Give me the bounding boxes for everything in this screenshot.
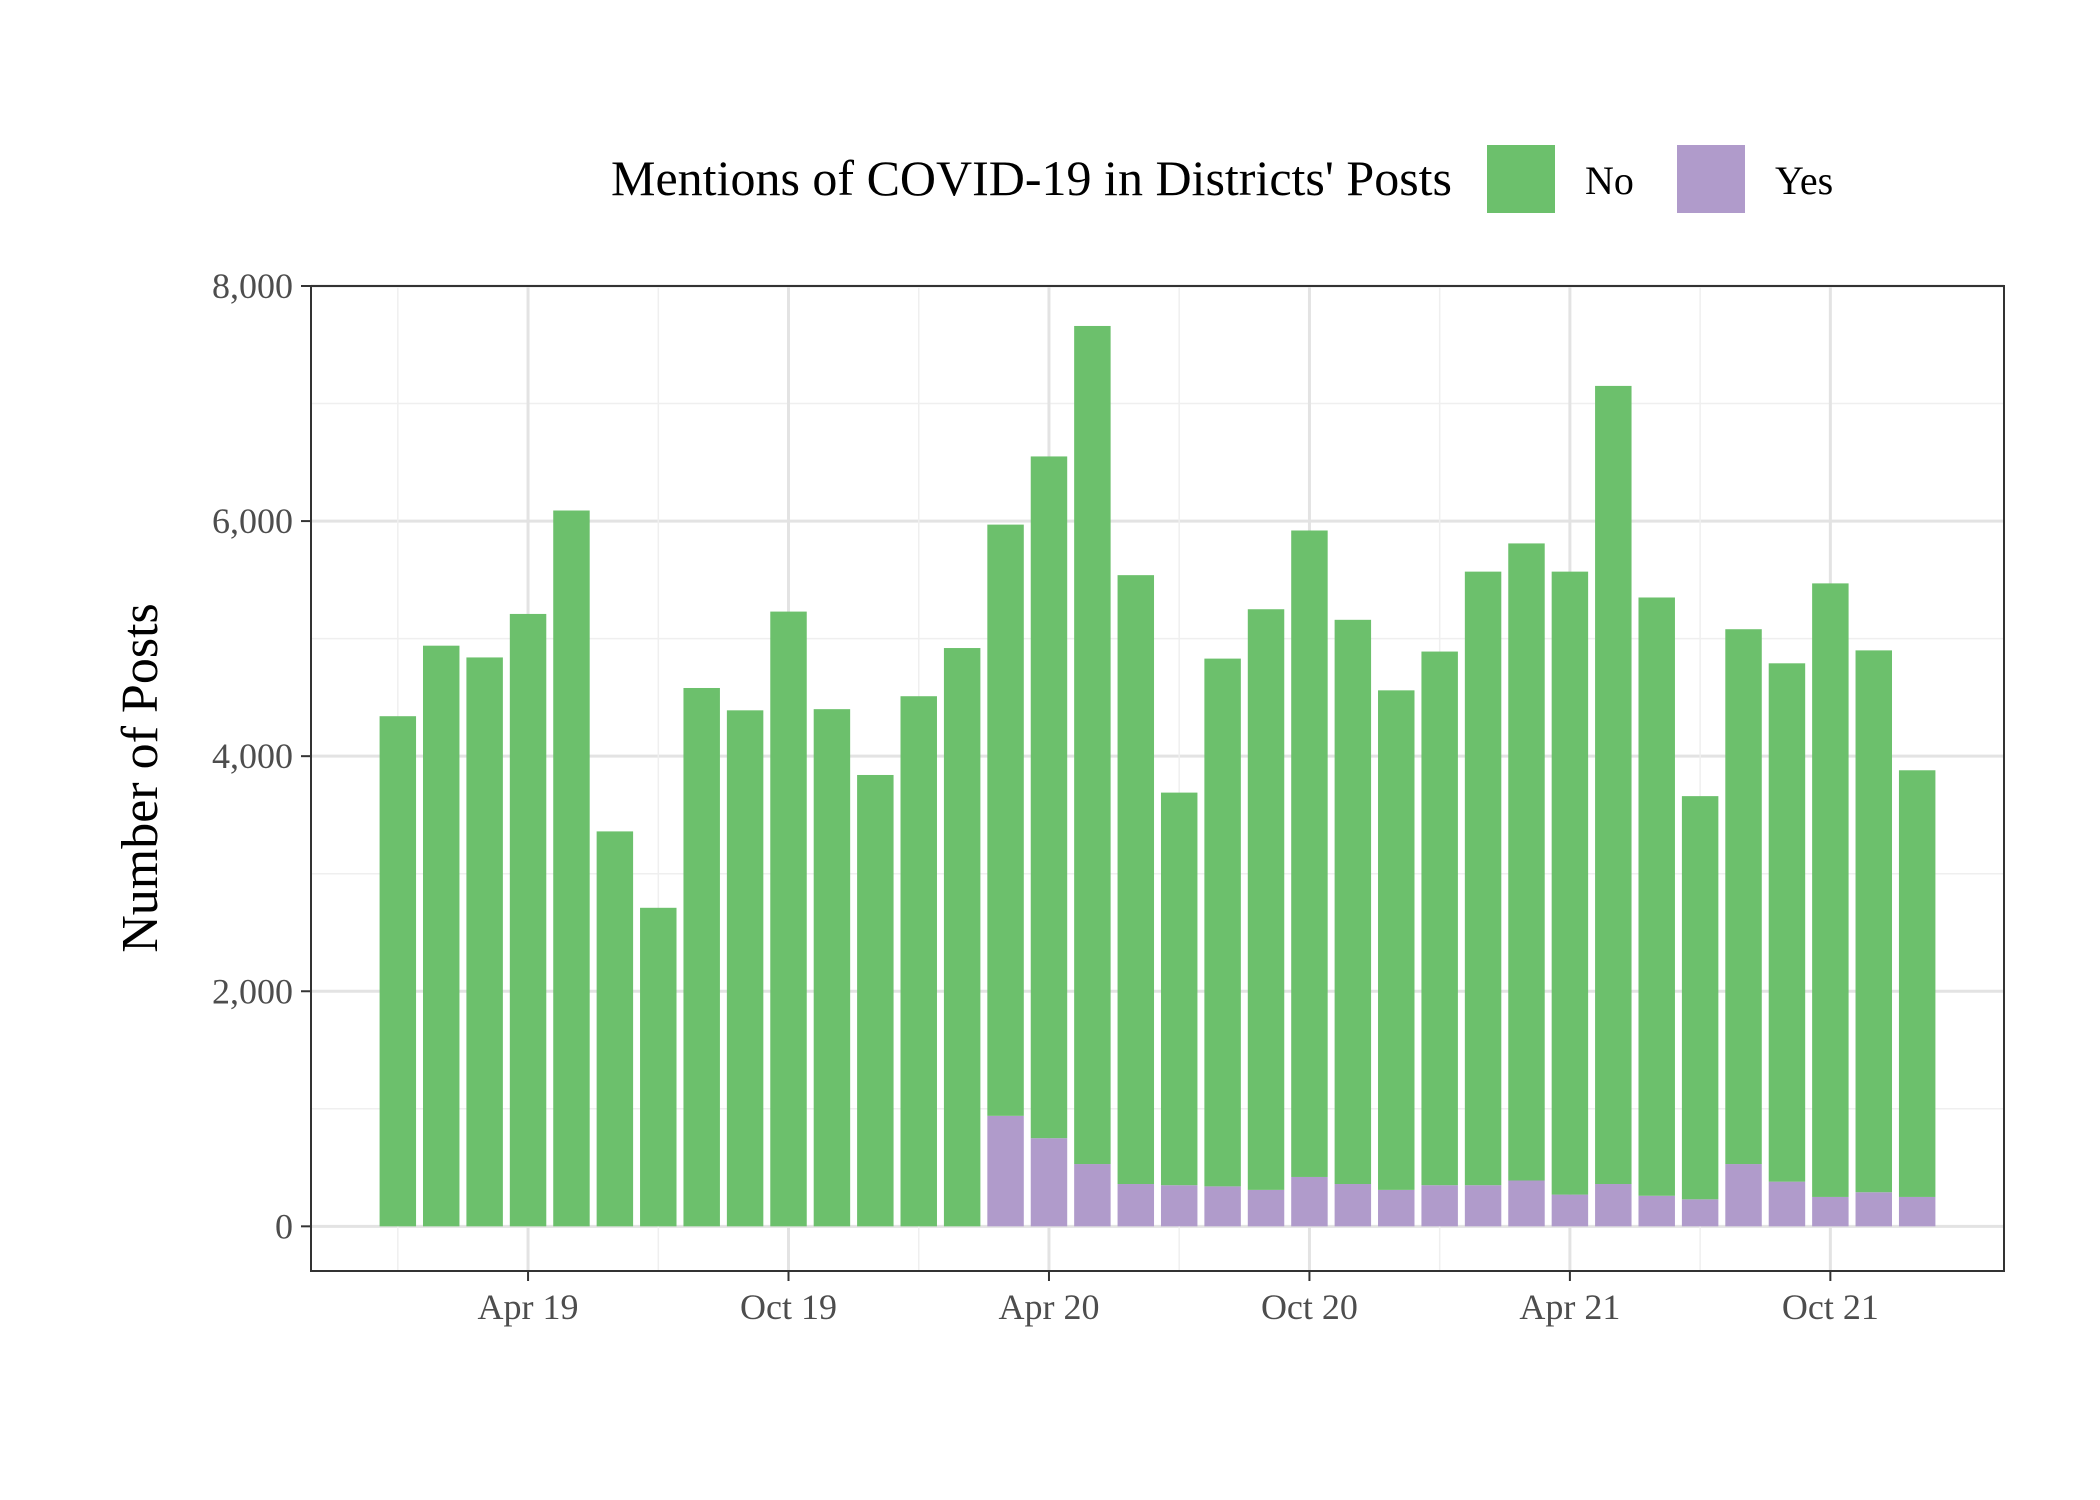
legend-label-no: No — [1585, 158, 1634, 203]
bar-no — [422, 645, 460, 1227]
bar-yes — [1378, 1189, 1415, 1227]
bar-no — [943, 648, 981, 1227]
bar-yes — [1855, 1192, 1893, 1227]
bar-yes — [1508, 1180, 1545, 1227]
bar-yes — [1204, 1186, 1241, 1227]
bar-no — [1421, 651, 1458, 1186]
bar-no — [1681, 796, 1719, 1200]
bar-no — [1638, 597, 1675, 1196]
bar-yes — [1638, 1195, 1675, 1227]
bar-no — [1812, 583, 1849, 1197]
bar-yes — [1160, 1185, 1198, 1227]
legend-label-yes: Yes — [1775, 158, 1833, 203]
bar-no — [1030, 456, 1068, 1139]
bar-no — [509, 613, 547, 1227]
legend-key-no — [1487, 145, 1555, 213]
x-tick-label: Oct 21 — [1782, 1287, 1879, 1327]
bar-no — [770, 611, 807, 1227]
bar-yes — [1768, 1181, 1806, 1227]
bar-no — [1898, 770, 1936, 1197]
bar-no — [1291, 530, 1328, 1177]
panel-border — [310, 285, 2005, 1272]
bar-no — [1725, 629, 1762, 1165]
bars — [379, 325, 1936, 1227]
bar-no — [640, 907, 677, 1227]
bar-no — [1074, 325, 1111, 1165]
x-axis: Apr 19 Oct 19 Apr 20 Oct 20 Apr 21 Oct 21 — [478, 1271, 1879, 1327]
bar-no — [1464, 571, 1502, 1186]
y-tick-label: 8,000 — [212, 266, 293, 306]
y-tick-label: 6,000 — [212, 501, 293, 541]
bar-yes — [1464, 1185, 1502, 1227]
bar-no — [1551, 571, 1589, 1195]
bar-yes — [1334, 1184, 1372, 1227]
x-tick-label: Oct 20 — [1261, 1287, 1358, 1327]
y-tick-label: 2,000 — [212, 971, 293, 1011]
bar-no — [596, 831, 634, 1227]
bar-no — [1378, 690, 1415, 1190]
bar-no — [683, 687, 720, 1227]
bar-yes — [1812, 1196, 1849, 1227]
bar-no — [1204, 658, 1241, 1187]
bar-yes — [1030, 1138, 1068, 1227]
bar-yes — [1117, 1184, 1155, 1227]
legend-title: Mentions of COVID-19 in Districts' Posts — [611, 150, 1452, 206]
bar-no — [1595, 385, 1632, 1185]
y-axis-title: Number of Posts — [112, 603, 169, 953]
bar-no — [1508, 543, 1545, 1181]
bar-yes — [1595, 1184, 1632, 1227]
bar-no — [1768, 663, 1806, 1182]
legend: Mentions of COVID-19 in Districts' Posts… — [611, 145, 1833, 213]
panel-background — [311, 286, 2004, 1271]
bar-no — [1117, 575, 1155, 1185]
bar-no — [553, 510, 590, 1227]
y-axis: 0 2,000 4,000 6,000 8,000 — [212, 266, 311, 1246]
x-tick-label: Apr 20 — [998, 1287, 1099, 1327]
bar-yes — [1898, 1196, 1936, 1227]
bar-no — [1160, 792, 1198, 1186]
bar-no — [379, 716, 417, 1227]
legend-key-yes — [1677, 145, 1745, 213]
x-tick-label: Apr 21 — [1519, 1287, 1620, 1327]
bar-yes — [1074, 1164, 1111, 1227]
bar-no — [987, 524, 1024, 1116]
bar-no — [813, 709, 851, 1227]
bar-yes — [1551, 1194, 1589, 1227]
bar-yes — [1247, 1189, 1285, 1227]
x-tick-label: Apr 19 — [478, 1287, 579, 1327]
bar-no — [1247, 609, 1285, 1190]
bar-no — [1855, 650, 1893, 1193]
bar-yes — [1725, 1164, 1762, 1227]
bar-yes — [1681, 1199, 1719, 1227]
bar-no — [466, 657, 503, 1227]
bar-yes — [987, 1115, 1024, 1227]
y-tick-label: 4,000 — [212, 736, 293, 776]
bar-yes — [1421, 1185, 1458, 1227]
plot-panel — [310, 284, 2005, 1272]
bar-yes — [1291, 1176, 1328, 1227]
bar-no — [900, 696, 937, 1227]
bar-no — [726, 710, 764, 1227]
x-tick-label: Oct 19 — [740, 1287, 837, 1327]
bar-no — [857, 774, 894, 1227]
y-tick-label: 0 — [275, 1206, 293, 1246]
bar-no — [1334, 619, 1372, 1185]
